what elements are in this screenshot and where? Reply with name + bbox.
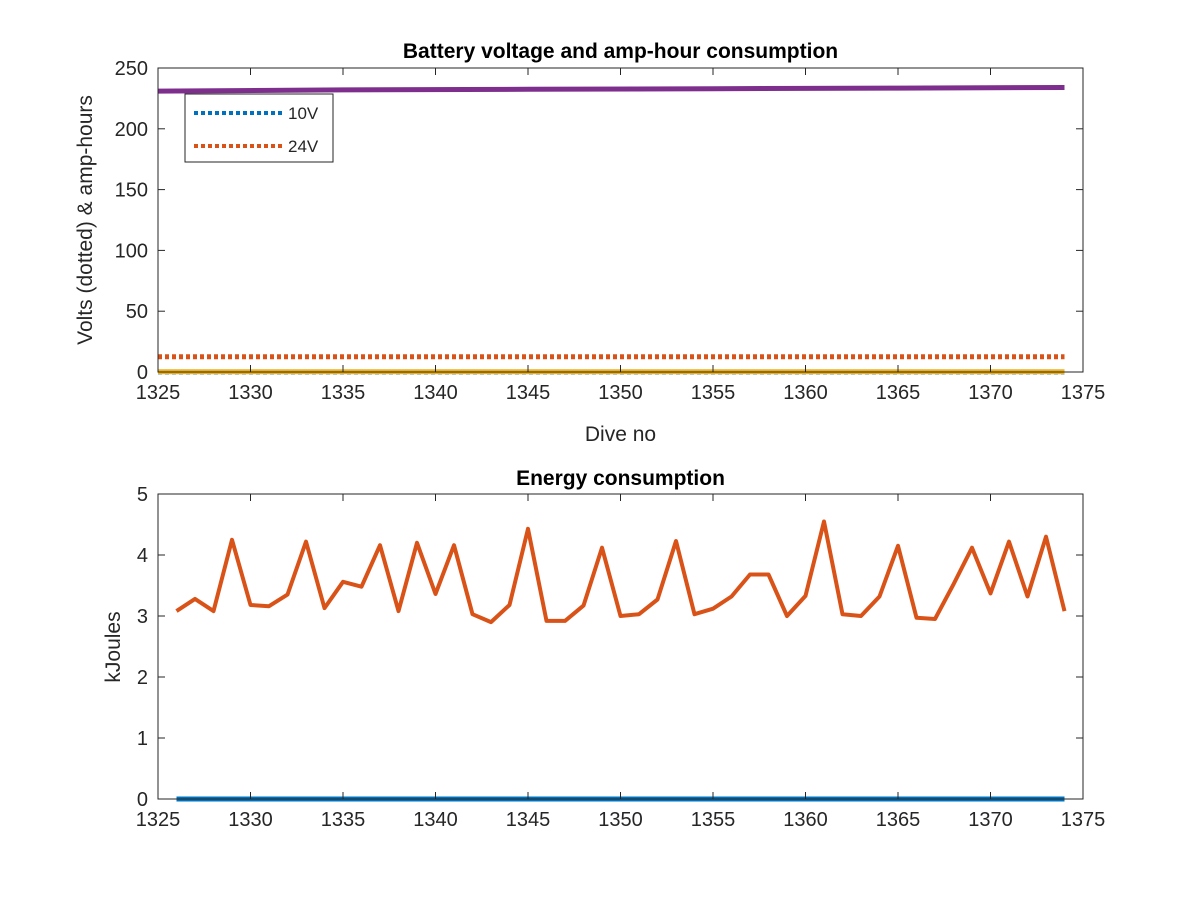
plot2-xtick-label: 1335 [321, 809, 366, 831]
plot1-xtick-label: 1370 [968, 382, 1013, 404]
plot1-xtick-label: 1350 [598, 382, 643, 404]
plot2-xtick-label: 1355 [691, 809, 736, 831]
legend-box [184, 93, 334, 163]
plot2-xtick-label: 1350 [598, 809, 643, 831]
plot2-xtick-label: 1375 [1061, 809, 1106, 831]
plot2-xtick-label: 1365 [876, 809, 921, 831]
plot1-title: Battery voltage and amp-hour consumption [403, 40, 838, 63]
plot2-ytick-label: 1 [137, 728, 148, 750]
plot1-xtick-label: 1365 [876, 382, 921, 404]
plot2-title: Energy consumption [516, 467, 725, 490]
legend-24v-label: 24V [288, 137, 319, 156]
plot2-ytick-label: 3 [137, 606, 148, 628]
plot1-legend: 10V 24V [184, 93, 334, 163]
plot1-xtick-label: 1335 [321, 382, 366, 404]
plot2-series-1-line [175, 519, 1067, 625]
plot1-ticks: 1325 1330 1335 1340 1345 1350 1355 1360 1365 1370… [115, 58, 1106, 404]
plot1-ylabel: Volts (dotted) & amp-hours [74, 95, 97, 345]
plot1-xtick-label: 1355 [691, 382, 736, 404]
plot2-xtick-label: 1330 [228, 809, 273, 831]
plot2-ytick-label: 0 [137, 789, 148, 811]
plot1-ytick-label: 0 [137, 362, 148, 384]
plot1-ytick-label: 250 [115, 58, 148, 80]
plot2-ylabel: kJoules [102, 611, 125, 682]
voltage-amp-hour-plot: Battery voltage and amp-hour consumption… [74, 40, 1105, 446]
plot2-xtick-label: 1360 [783, 809, 828, 831]
plot2-xtick-label: 1325 [136, 809, 181, 831]
plot1-ytick-label: 50 [126, 301, 148, 323]
plot1-xtick-label: 1345 [506, 382, 551, 404]
plot1-xtick-label: 1375 [1061, 382, 1106, 404]
plot2-ytick-label: 2 [137, 667, 148, 689]
plot1-ytick-label: 200 [115, 119, 148, 141]
plot1-xlabel: Dive no [585, 423, 656, 446]
plot2-ytick-label: 5 [137, 484, 148, 506]
plot2-ticks: 1325 1330 1335 1340 1345 1350 1355 1360 1365 1370… [136, 484, 1106, 831]
plot1-xtick-label: 1340 [413, 382, 458, 404]
plot1-xtick-label: 1330 [228, 382, 273, 404]
legend-10v-label: 10V [288, 104, 319, 123]
plot2-xtick-label: 1370 [968, 809, 1013, 831]
energy-consumption-plot: Energy consumption 1325 1330 1335 1340 1345 1… [102, 467, 1105, 831]
plot1-series-3-line [157, 85, 1065, 94]
plot1-ytick-label: 100 [115, 240, 148, 262]
plot1-ytick-label: 150 [115, 180, 148, 202]
plot1-xtick-label: 1360 [783, 382, 828, 404]
plot2-xtick-label: 1340 [413, 809, 458, 831]
plot2-ytick-label: 4 [137, 545, 148, 567]
plot1-xtick-label: 1325 [136, 382, 181, 404]
plot2-xtick-label: 1345 [506, 809, 551, 831]
